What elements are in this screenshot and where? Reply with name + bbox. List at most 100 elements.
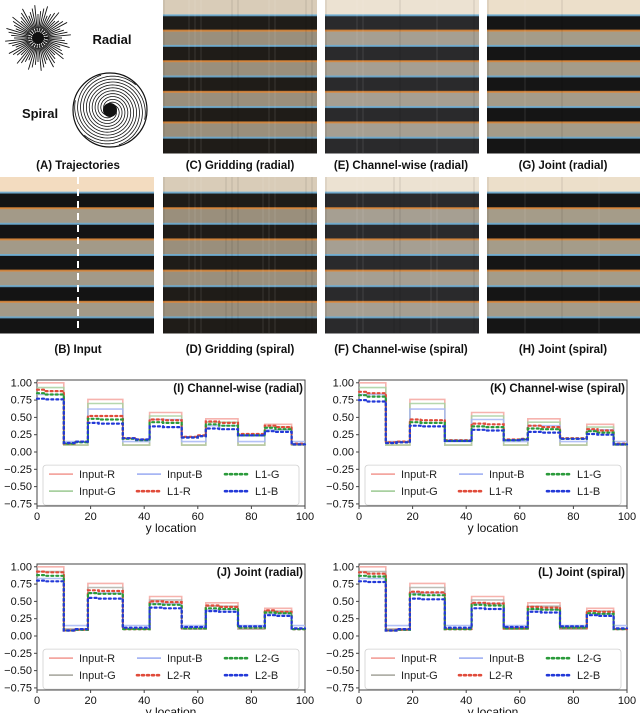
stripe-band xyxy=(487,192,640,209)
radial-spoke xyxy=(31,41,38,68)
artifact-streak xyxy=(200,0,202,153)
stripe-edge xyxy=(487,207,640,210)
stripe-band xyxy=(325,301,479,318)
stripe-band xyxy=(163,122,317,139)
legend-label: L2-B xyxy=(255,670,278,682)
radial-spoke xyxy=(34,5,38,29)
stripe-edge xyxy=(325,60,479,63)
radial-spoke xyxy=(20,43,35,64)
stripe-edge xyxy=(487,269,640,272)
artifact-streak xyxy=(188,0,190,153)
artifact-streak xyxy=(399,177,401,333)
radial-spoke xyxy=(15,40,32,48)
radial-spoke xyxy=(41,34,71,39)
plot-joint-radial: 1.00 0.75 0.50 0.25 0.00 −0.25 −0.50 −0.750 20 40… xyxy=(4,561,314,713)
stripe-edge xyxy=(325,121,479,124)
stripe-edge xyxy=(0,207,154,210)
y-tick-label: −0.25 xyxy=(4,648,32,660)
stripe-edge xyxy=(163,14,317,17)
stripe-band xyxy=(487,137,640,154)
panel-F-image xyxy=(325,177,479,334)
stripe-band xyxy=(0,286,154,303)
plot-title: (L) Joint (spiral) xyxy=(538,567,625,579)
radial-spoke xyxy=(20,40,36,56)
y-tick-label: −0.25 xyxy=(326,648,354,660)
stripe-band xyxy=(487,208,640,225)
stripe-edge xyxy=(163,106,317,109)
x-tick-label: 0 xyxy=(34,511,40,523)
radial-spoke xyxy=(46,42,63,52)
stripe-band xyxy=(163,270,317,287)
radial-spoke xyxy=(47,39,68,45)
x-tick-label: 80 xyxy=(245,511,257,523)
stripe-edge xyxy=(163,60,317,63)
stripe-edge xyxy=(487,14,640,17)
stripe-edge xyxy=(163,44,317,47)
stripe-edge xyxy=(325,136,479,139)
stripe-edge xyxy=(0,222,154,225)
y-tick-label: 0.00 xyxy=(333,631,354,643)
legend-label: L2-R xyxy=(489,670,513,682)
x-tick-label: 40 xyxy=(460,511,472,523)
artifact-streak xyxy=(473,0,475,153)
radial-spoke xyxy=(24,41,37,63)
radial-spoke xyxy=(41,43,56,64)
stripe-band xyxy=(325,15,479,32)
y-tick-label: 0.00 xyxy=(11,447,32,459)
stripe-edge xyxy=(163,300,317,303)
stripe-band xyxy=(325,76,479,93)
radial-spoke xyxy=(20,20,34,34)
artifact-streak xyxy=(598,177,600,333)
artifact-streak xyxy=(231,0,233,153)
stripe-band xyxy=(325,137,479,154)
caption-F: (F) Channel-wise (spiral) xyxy=(334,344,468,356)
y-tick-label: 0.75 xyxy=(333,579,354,591)
stripe-band xyxy=(487,270,640,287)
stripe-edge xyxy=(487,60,640,63)
stripe-band xyxy=(487,301,640,318)
artifact-streak xyxy=(325,177,327,333)
x-tick-label: 60 xyxy=(192,695,204,707)
artifact-streak xyxy=(225,177,227,333)
artifact-streak xyxy=(561,177,563,333)
x-tick-label: 40 xyxy=(460,695,472,707)
radial-spoke xyxy=(40,40,56,60)
radial-spoke xyxy=(42,13,52,30)
stripe-band xyxy=(325,45,479,62)
caption-G: (G) Joint (radial) xyxy=(519,160,608,172)
radial-spoke xyxy=(38,6,49,35)
radial-spoke xyxy=(37,41,42,71)
stripe-band xyxy=(487,122,640,139)
stripe-band xyxy=(163,177,317,194)
radial-spoke xyxy=(39,8,45,29)
stripe-edge xyxy=(487,121,640,124)
stripe-band xyxy=(163,30,317,47)
radial-spoke xyxy=(28,15,35,29)
stripe-band xyxy=(163,91,317,108)
stripe-edge xyxy=(0,269,154,272)
artifact-streak xyxy=(200,177,202,333)
artifact-streak xyxy=(561,0,563,153)
radial-spoke xyxy=(46,22,68,34)
stripe-band xyxy=(487,286,640,303)
stripe-band xyxy=(0,177,154,194)
y-tick-label: 0.25 xyxy=(333,429,354,441)
y-tick-label: −0.50 xyxy=(4,665,32,677)
artifact-streak xyxy=(268,0,270,153)
stripe-edge xyxy=(163,269,317,272)
series-line-l1-b xyxy=(35,397,307,446)
y-tick-label: 0.00 xyxy=(333,447,354,459)
legend-label: Input-B xyxy=(489,653,524,665)
x-tick-label: 0 xyxy=(34,695,40,707)
y-tick-label: −0.25 xyxy=(326,464,354,476)
radial-spoke xyxy=(28,47,35,61)
stripe-band xyxy=(163,107,317,123)
stripe-edge xyxy=(325,207,479,210)
stripe-band xyxy=(163,239,317,256)
stripe-edge xyxy=(163,254,317,256)
stripe-band xyxy=(325,208,479,225)
stripe-band xyxy=(325,91,479,108)
artifact-streak xyxy=(436,177,438,333)
artifact-streak xyxy=(305,177,307,333)
